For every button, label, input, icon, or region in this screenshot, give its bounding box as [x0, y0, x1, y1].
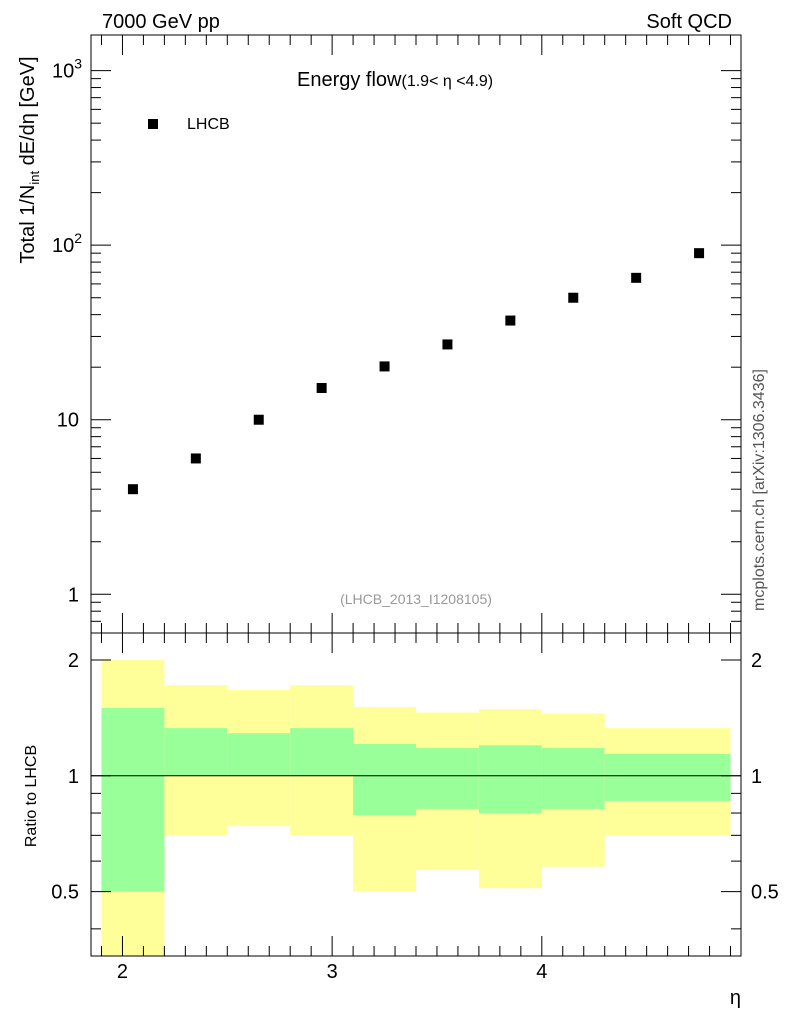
- data-point: [316, 382, 327, 393]
- data-point: [442, 339, 453, 350]
- y-tick-label-base: 10: [52, 61, 74, 83]
- ratio-plot-panel: 0.5 0.5 1 1 2 2 2 3 4 Ratio to LHCB η: [23, 632, 779, 1009]
- ratio-plot-ticks: [91, 633, 741, 956]
- main-y-axis-label-sub: int: [27, 171, 42, 185]
- ratio-y-tick-label-right: 0.5: [751, 882, 779, 904]
- main-y-axis-label-b: dE/dη [GeV]: [17, 56, 39, 171]
- header-right: Soft QCD: [646, 11, 732, 33]
- x-tick-label: 2: [117, 961, 128, 983]
- x-axis-label: η: [730, 987, 741, 1009]
- data-point: [631, 272, 642, 283]
- ratio-band-inner: [604, 753, 731, 801]
- y-tick-label-base: 10: [52, 235, 74, 257]
- main-plot-ticks: [91, 35, 741, 634]
- legend-marker: [148, 119, 158, 129]
- plot-title-range: (1.9< η <4.9): [402, 73, 494, 90]
- ratio-plot-frame: [90, 632, 742, 957]
- ratio-band-inner: [227, 733, 291, 776]
- ratio-y-tick-label-left: 0.5: [51, 882, 79, 904]
- plot-title: Energy flow(1.9< η <4.9): [297, 69, 493, 91]
- x-tick-label: 3: [327, 961, 338, 983]
- header-left: 7000 GeV pp: [102, 11, 220, 33]
- ratio-y-tick-label-left: 2: [68, 650, 79, 672]
- ratio-plot-tick-labels: 0.5 0.5 1 1 2 2 2 3 4: [51, 650, 779, 983]
- plot-title-main: Energy flow: [297, 69, 402, 91]
- ratio-bands: [101, 659, 731, 956]
- data-point: [190, 453, 201, 464]
- y-tick-label: 102: [52, 230, 82, 257]
- source-side-label: mcplots.cern.ch [arXiv:1306.3436]: [751, 369, 768, 611]
- y-tick-label: 1: [68, 584, 79, 606]
- data-point: [127, 484, 138, 495]
- data-point: [694, 248, 705, 259]
- y-tick-label-exp: 2: [74, 230, 82, 246]
- data-point: [253, 414, 264, 425]
- y-tick-label-exp: 3: [74, 56, 82, 72]
- ratio-band-inner: [541, 748, 605, 809]
- ratio-band-inner: [416, 748, 479, 809]
- analysis-watermark: (LHCB_2013_I1208105): [340, 591, 492, 607]
- ratio-band-inner: [353, 743, 416, 816]
- data-point: [505, 315, 516, 326]
- ratio-y-axis-label: Ratio to LHCB: [23, 745, 40, 847]
- ratio-band-inner: [290, 728, 354, 776]
- main-y-axis-label-a: Total 1/N: [17, 185, 39, 264]
- data-markers: [127, 248, 705, 495]
- y-tick-label: 103: [52, 56, 82, 83]
- x-tick-label: 4: [536, 961, 547, 983]
- legend-label: LHCB: [187, 116, 230, 133]
- y-tick-label: 10: [57, 410, 79, 432]
- data-point: [379, 361, 390, 372]
- main-y-axis-label: Total 1/Nint dE/dη [GeV]: [17, 56, 42, 263]
- ratio-y-tick-label-left: 1: [68, 766, 79, 788]
- ratio-y-tick-label-right: 1: [751, 766, 762, 788]
- ratio-band-inner: [101, 708, 165, 892]
- ratio-y-tick-label-right: 2: [751, 650, 762, 672]
- data-point: [568, 292, 579, 303]
- ratio-band-inner: [164, 728, 228, 776]
- ratio-band-inner: [478, 745, 542, 814]
